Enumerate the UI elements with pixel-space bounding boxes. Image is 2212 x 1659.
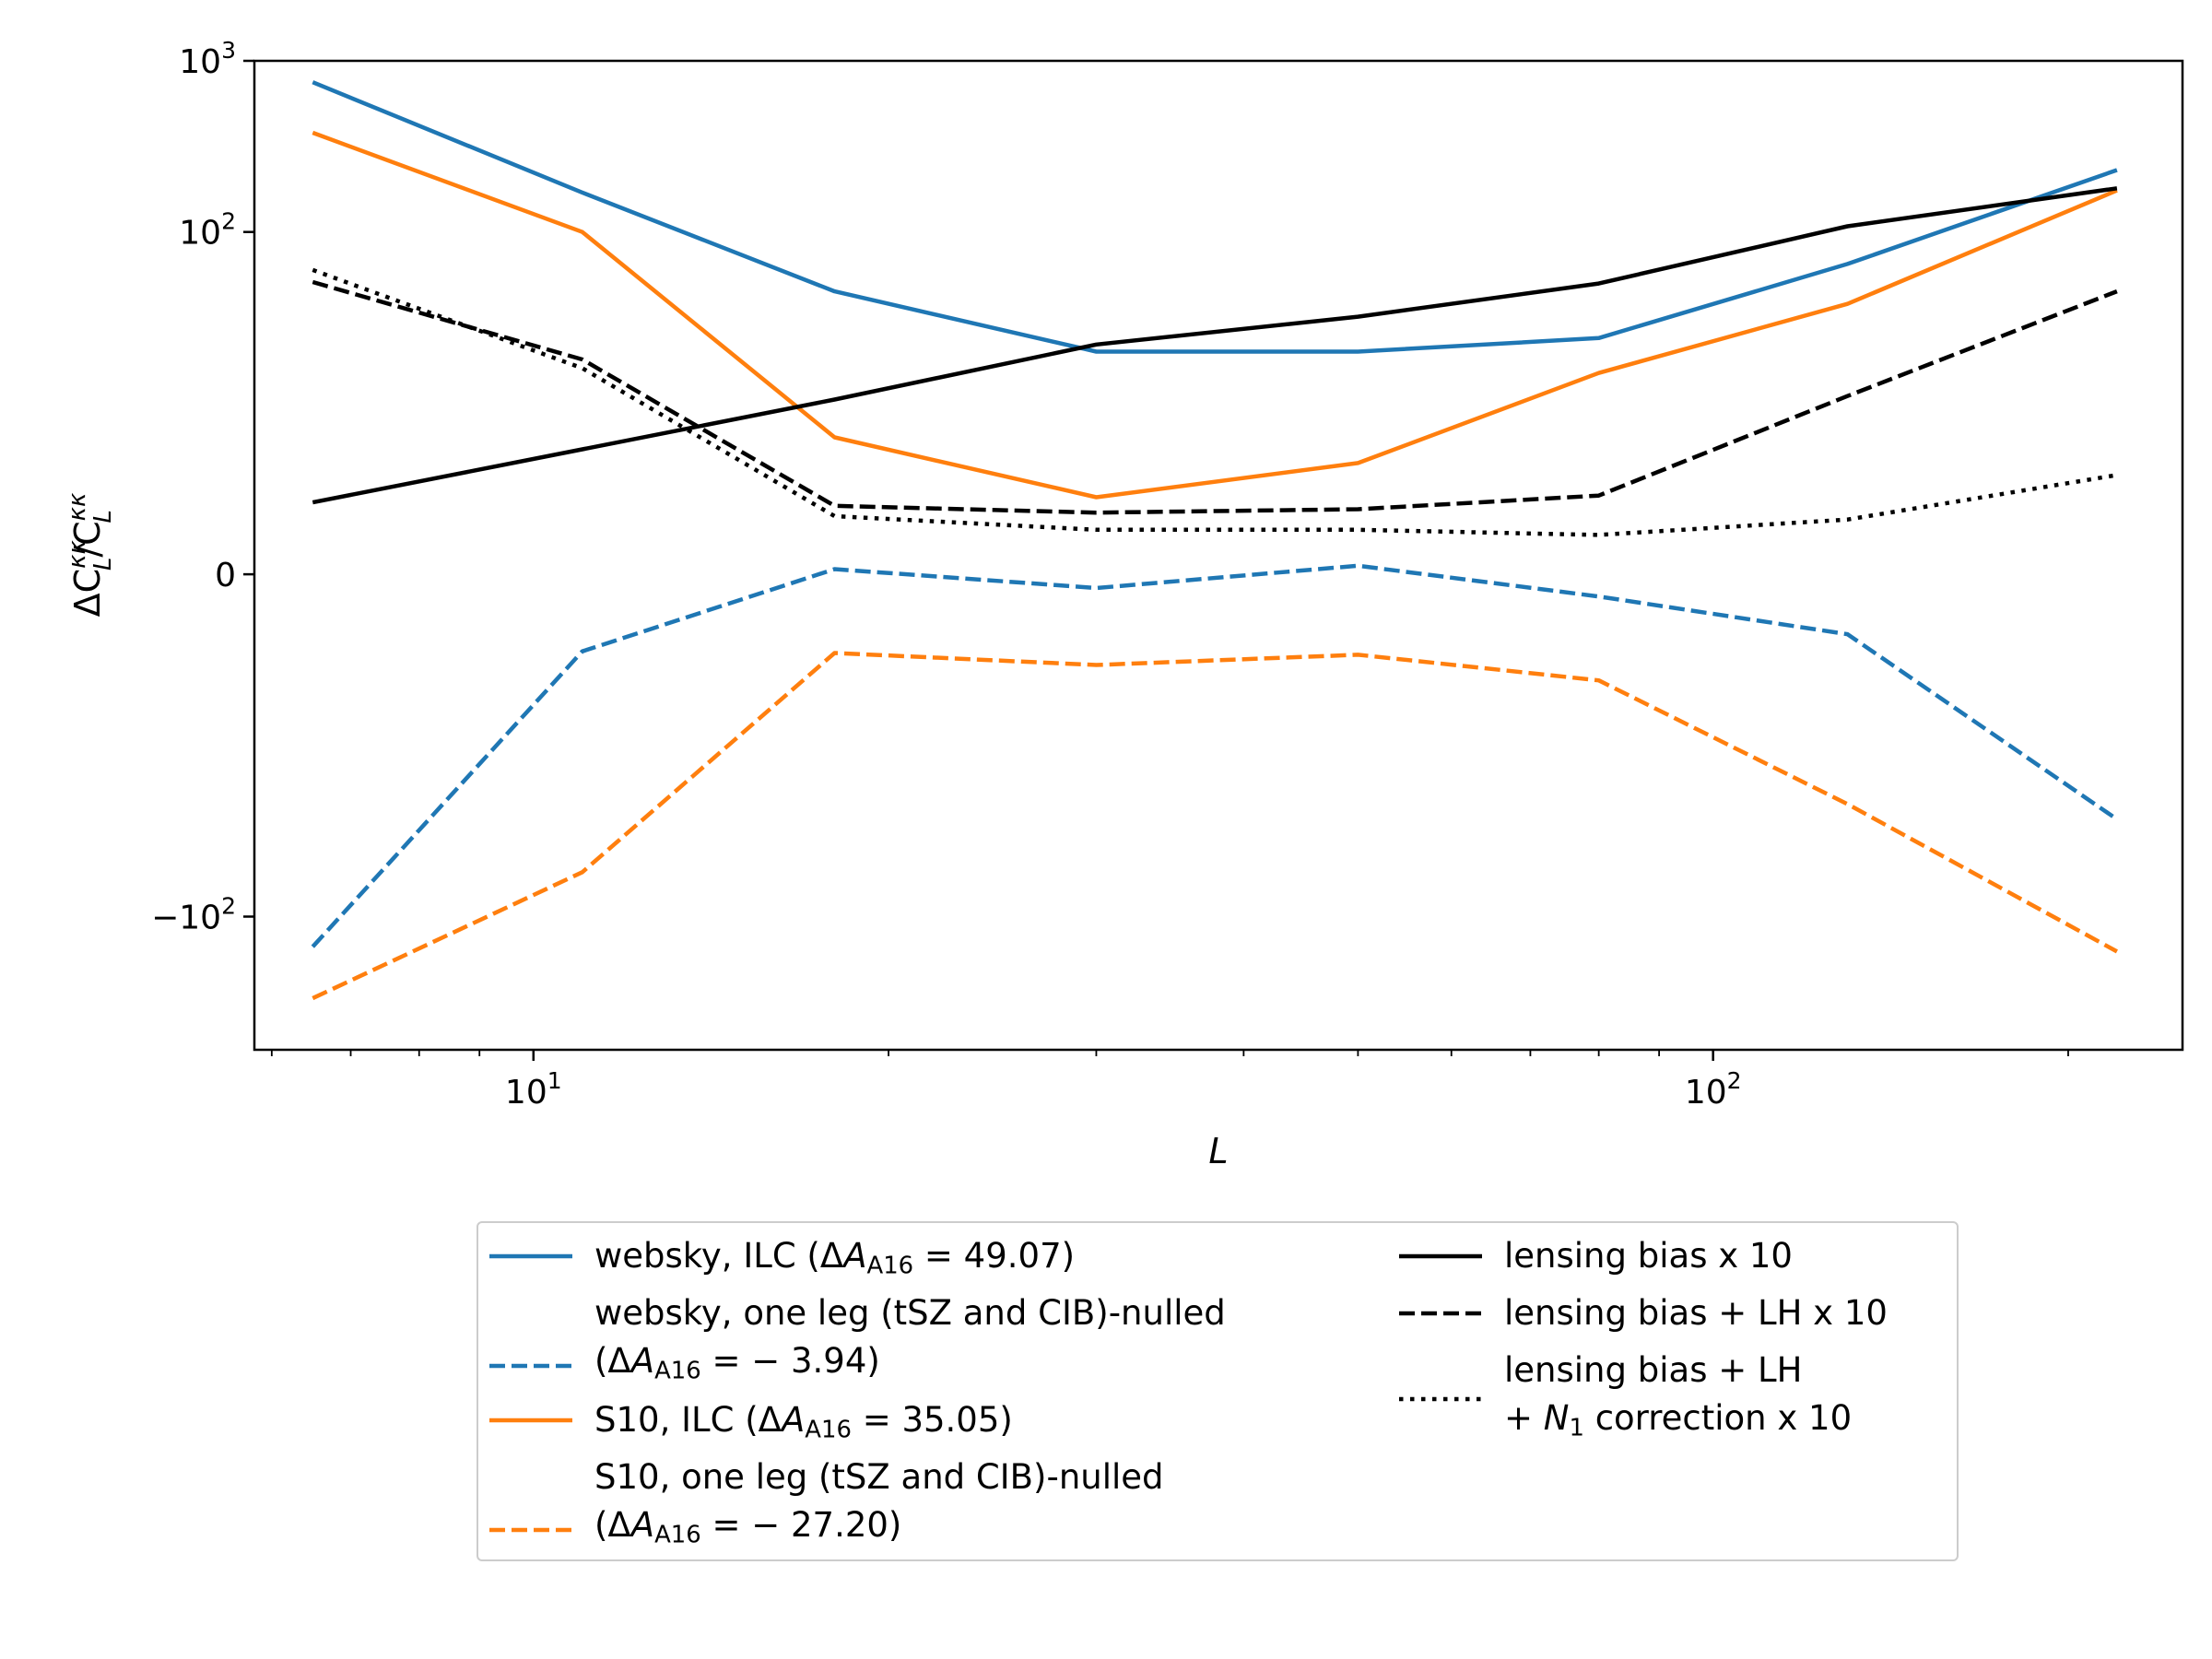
legend-label: websky, one leg (tSZ and CIB)-nulled (ΔA… <box>594 1293 1226 1385</box>
legend-item-websky-ilc: websky, ILC (ΔAA16 = 49.07) <box>489 1232 1075 1280</box>
series-line-1 <box>311 563 2119 948</box>
y-tick-label: 103 <box>179 37 236 81</box>
legend-label: S10, one leg (tSZ and CIB)-nulled (ΔAA16… <box>594 1457 1164 1549</box>
legend-item-lensing-bias: lensing bias x 10 <box>1399 1232 1793 1280</box>
legend-swatch <box>489 1527 572 1533</box>
series-line-6 <box>312 267 2118 537</box>
axis-ticks: 101 102 103 102 0 −102 <box>151 37 2069 1112</box>
series-line-5 <box>312 279 2118 515</box>
legend-swatch <box>1399 1311 1482 1316</box>
legend-label: lensing bias x 10 <box>1504 1236 1793 1276</box>
legend-label: lensing bias + LH x 10 <box>1504 1293 1888 1333</box>
legend: websky, ILC (ΔAA16 = 49.07) websky, one … <box>477 1221 1959 1561</box>
legend-swatch <box>489 1253 572 1259</box>
series-line-4 <box>312 186 2118 505</box>
x-axis-label: L <box>1208 1131 1228 1171</box>
legend-swatch <box>489 1418 572 1423</box>
legend-item-lensing-bias-lh: lensing bias + LH x 10 <box>1399 1289 1888 1337</box>
legend-swatch <box>1399 1253 1482 1259</box>
y-tick-label: −102 <box>151 892 236 936</box>
series-lines <box>311 80 2119 1001</box>
y-tick-label: 0 <box>215 557 236 594</box>
legend-label: websky, ILC (ΔAA16 = 49.07) <box>594 1236 1076 1280</box>
x-tick-label: 102 <box>1685 1067 1742 1112</box>
legend-swatch <box>1399 1396 1482 1402</box>
y-axis-label: ΔCκκL/CκκL <box>64 492 117 617</box>
legend-item-s10-ilc: S10, ILC (ΔAA16 = 35.05) <box>489 1396 1013 1444</box>
series-line-3 <box>312 651 2118 1001</box>
legend-label: S10, ILC (ΔAA16 = 35.05) <box>594 1400 1013 1444</box>
legend-label: lensing bias + LH + N1 correction x 10 <box>1504 1350 1853 1442</box>
series-line-0 <box>312 80 2118 354</box>
plot-frame <box>253 59 2184 1052</box>
legend-item-websky-nulled: websky, one leg (tSZ and CIB)-nulled (ΔA… <box>489 1289 1226 1385</box>
legend-item-lensing-bias-lh-n1: lensing bias + LH + N1 correction x 10 <box>1399 1347 1852 1442</box>
legend-item-s10-nulled: S10, one leg (tSZ and CIB)-nulled (ΔAA16… <box>489 1453 1164 1549</box>
y-tick-label: 102 <box>179 208 236 253</box>
x-tick-label: 101 <box>505 1067 562 1112</box>
legend-swatch <box>489 1363 572 1369</box>
series-line-2 <box>312 130 2118 500</box>
